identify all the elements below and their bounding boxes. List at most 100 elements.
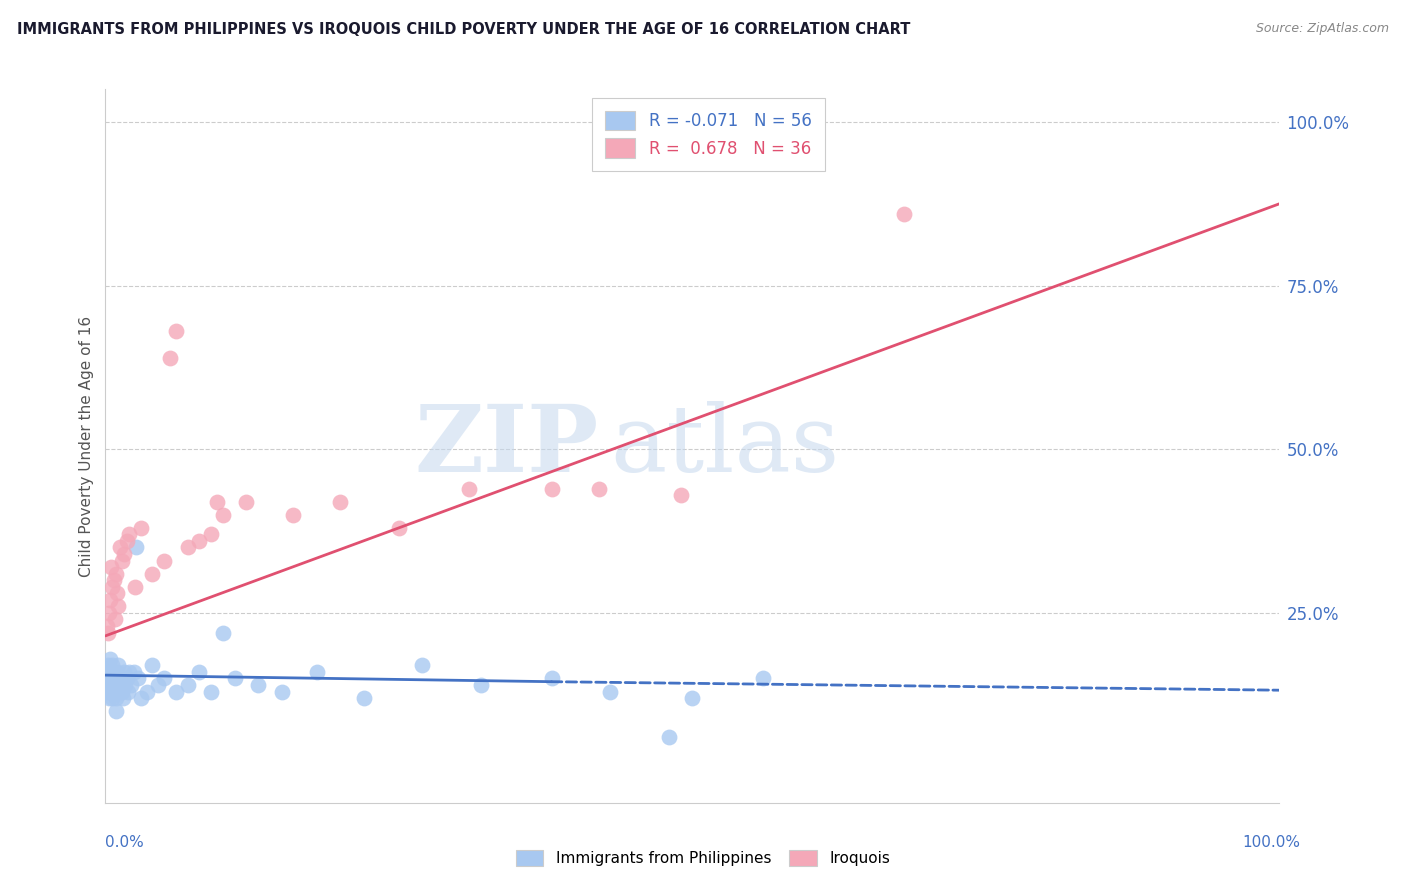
Legend: R = -0.071   N = 56, R =  0.678   N = 36: R = -0.071 N = 56, R = 0.678 N = 36 xyxy=(592,97,825,171)
Legend: Immigrants from Philippines, Iroquois: Immigrants from Philippines, Iroquois xyxy=(509,842,897,873)
Point xyxy=(105,566,128,581)
Point xyxy=(111,553,134,567)
Point xyxy=(247,678,270,692)
Point xyxy=(283,508,305,522)
Point xyxy=(141,658,163,673)
Text: 100.0%: 100.0% xyxy=(1243,836,1301,850)
Point xyxy=(98,665,121,679)
Point xyxy=(588,482,610,496)
Point xyxy=(101,658,124,673)
Point xyxy=(188,665,211,679)
Point xyxy=(599,684,621,698)
Point xyxy=(97,684,120,698)
Point xyxy=(107,599,129,614)
Point xyxy=(97,625,120,640)
Point xyxy=(107,684,129,698)
Point xyxy=(112,665,135,679)
Point xyxy=(188,533,211,548)
Point xyxy=(224,672,246,686)
Point xyxy=(458,482,481,496)
Point xyxy=(200,527,222,541)
Point xyxy=(101,580,124,594)
Point xyxy=(682,691,704,706)
Point xyxy=(893,206,915,220)
Point xyxy=(159,351,181,365)
Point xyxy=(100,560,122,574)
Point xyxy=(100,684,122,698)
Point xyxy=(176,541,198,555)
Point xyxy=(105,586,128,600)
Point xyxy=(129,691,152,706)
Text: IMMIGRANTS FROM PHILIPPINES VS IROQUOIS CHILD POVERTY UNDER THE AGE OF 16 CORREL: IMMIGRANTS FROM PHILIPPINES VS IROQUOIS … xyxy=(17,22,910,37)
Point xyxy=(165,684,187,698)
Point xyxy=(411,658,433,673)
Point xyxy=(122,665,145,679)
Point xyxy=(270,684,292,698)
Point xyxy=(125,541,148,555)
Point xyxy=(98,652,121,666)
Point xyxy=(96,619,118,633)
Point xyxy=(105,665,128,679)
Point xyxy=(305,665,328,679)
Point xyxy=(235,494,257,508)
Point xyxy=(112,691,135,706)
Point xyxy=(118,665,141,679)
Point xyxy=(752,672,775,686)
Y-axis label: Child Poverty Under the Age of 16: Child Poverty Under the Age of 16 xyxy=(79,316,94,576)
Point xyxy=(540,482,562,496)
Point xyxy=(124,580,146,594)
Point xyxy=(97,658,120,673)
Point xyxy=(669,488,692,502)
Point xyxy=(115,672,138,686)
Point xyxy=(100,672,122,686)
Point xyxy=(200,684,222,698)
Point xyxy=(129,521,152,535)
Point xyxy=(329,494,352,508)
Point xyxy=(165,325,187,339)
Point xyxy=(115,533,138,548)
Point xyxy=(470,678,492,692)
Point xyxy=(120,678,142,692)
Point xyxy=(176,678,198,692)
Point xyxy=(114,678,136,692)
Point xyxy=(104,672,127,686)
Point xyxy=(98,592,121,607)
Point xyxy=(117,684,139,698)
Point xyxy=(98,606,121,620)
Point xyxy=(110,678,132,692)
Point xyxy=(148,678,170,692)
Point xyxy=(112,547,135,561)
Point xyxy=(104,612,127,626)
Point xyxy=(103,678,125,692)
Point xyxy=(658,731,681,745)
Point xyxy=(205,494,228,508)
Point xyxy=(118,527,141,541)
Point xyxy=(101,691,124,706)
Point xyxy=(135,684,157,698)
Point xyxy=(108,541,131,555)
Point xyxy=(103,573,125,587)
Point xyxy=(540,672,562,686)
Point xyxy=(211,625,233,640)
Point xyxy=(141,566,163,581)
Point xyxy=(353,691,375,706)
Point xyxy=(388,521,411,535)
Point xyxy=(105,678,128,692)
Point xyxy=(211,508,233,522)
Point xyxy=(98,691,121,706)
Point xyxy=(108,672,131,686)
Text: atlas: atlas xyxy=(610,401,839,491)
Point xyxy=(96,672,118,686)
Point xyxy=(98,678,121,692)
Text: Source: ZipAtlas.com: Source: ZipAtlas.com xyxy=(1256,22,1389,36)
Point xyxy=(105,691,128,706)
Point xyxy=(103,665,125,679)
Point xyxy=(105,704,128,718)
Point xyxy=(104,684,127,698)
Text: ZIP: ZIP xyxy=(415,401,599,491)
Point xyxy=(127,672,149,686)
Point xyxy=(107,658,129,673)
Point xyxy=(153,672,176,686)
Point xyxy=(111,684,134,698)
Text: 0.0%: 0.0% xyxy=(105,836,145,850)
